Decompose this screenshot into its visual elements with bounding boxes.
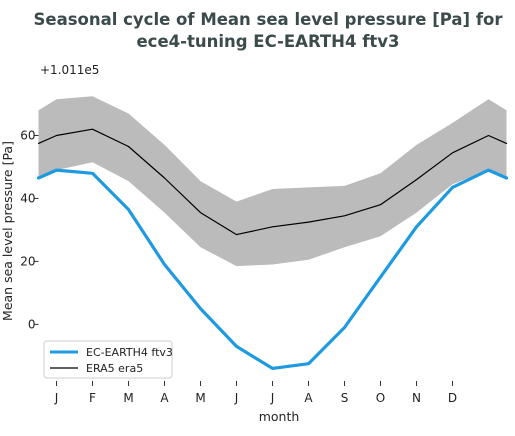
x-tick-label: A — [160, 391, 169, 405]
x-tick-label: M — [123, 391, 133, 405]
y-tick-label: 60 — [20, 129, 35, 143]
spread-band — [38, 96, 507, 267]
y-offset-label: +1.011e5 — [40, 63, 99, 77]
chart-title: Seasonal cycle of Mean sea level pressur… — [34, 10, 504, 29]
y-axis: 0 20 40 60 — [20, 129, 39, 331]
series-line-era5 — [37, 128, 508, 236]
spread-band-layer — [38, 96, 507, 267]
legend-label-ec-earth4: EC-EARTH4 ftv3 — [86, 346, 173, 359]
y-tick-label: 0 — [28, 317, 36, 331]
x-tick-label: O — [376, 391, 385, 405]
series-line-ec-earth4 — [36, 168, 509, 370]
x-tick-label: F — [89, 391, 96, 405]
x-tick-label: J — [234, 391, 239, 405]
x-tick-label: D — [448, 391, 457, 405]
x-axis-label: month — [259, 409, 300, 424]
series-layer — [36, 128, 509, 370]
x-tick-label: A — [304, 391, 313, 405]
x-tick-label: N — [412, 391, 421, 405]
y-tick-label: 40 — [20, 191, 35, 205]
legend-frame — [43, 340, 173, 379]
legend: EC-EARTH4 ftv3 ERA5 era5 — [43, 340, 173, 379]
y-tick-label: 20 — [20, 254, 35, 268]
y-axis-label: Mean sea level pressure [Pa] — [0, 141, 15, 321]
x-tick-label: J — [54, 391, 59, 405]
x-tick-label: M — [195, 391, 205, 405]
chart-subtitle: ece4-tuning EC-EARTH4 ftv3 — [136, 32, 399, 51]
legend-label-era5: ERA5 era5 — [86, 362, 143, 375]
x-tick-label: J — [270, 391, 275, 405]
x-tick-label: S — [341, 391, 349, 405]
